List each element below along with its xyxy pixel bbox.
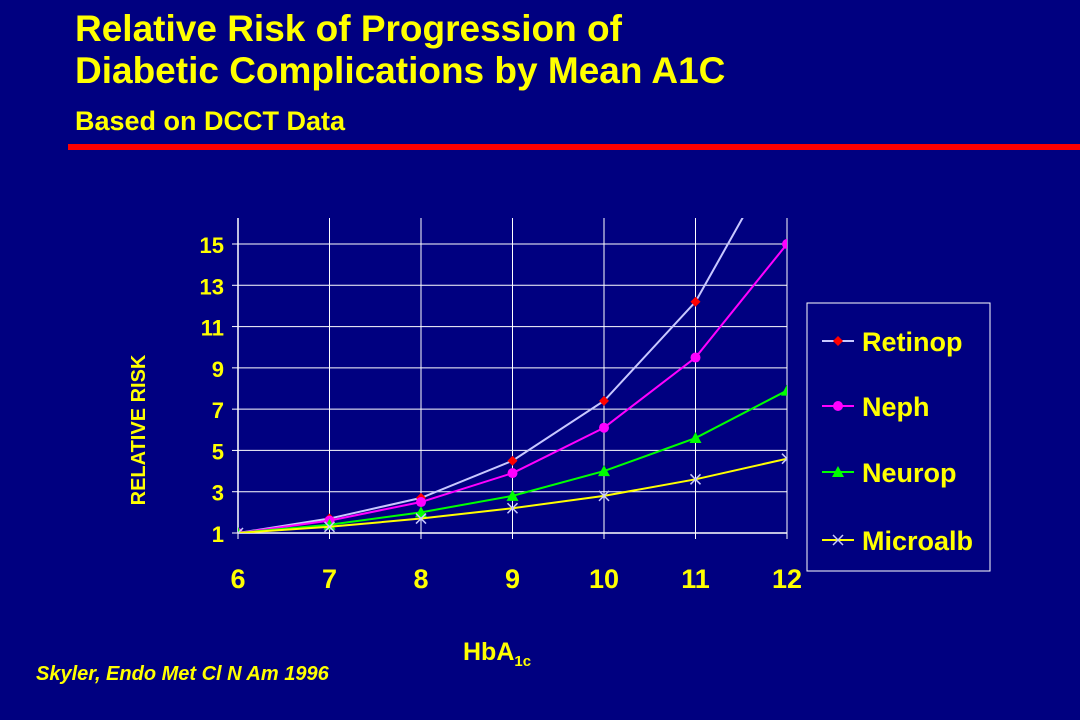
slide-title-line1: Relative Risk of Progression of	[75, 8, 622, 49]
legend-item-microalb: Microalb	[822, 526, 973, 556]
point-microalb-12-stroke-b	[781, 457, 787, 465]
slide-title: Relative Risk of Progression of Diabetic…	[75, 8, 725, 92]
y-tick-label: 13	[200, 274, 224, 299]
source-citation: Skyler, Endo Met Cl N Am 1996	[36, 663, 329, 685]
series-microalb	[238, 453, 787, 533]
point-microalb-10-stroke-b	[598, 490, 610, 502]
point-neurop-9	[506, 489, 519, 501]
point-neph-9	[507, 468, 518, 479]
legend-label-neph: Neph	[862, 392, 930, 422]
point-neurop-10	[598, 465, 610, 477]
point-microalb-12-stroke-a	[781, 453, 787, 460]
x-tick-label: 9	[505, 564, 520, 594]
y-tick-label: 9	[212, 357, 224, 382]
y-tick-label: 7	[212, 398, 224, 423]
legend-label-neurop: Neurop	[862, 458, 957, 488]
legend-marker-microalb	[832, 534, 844, 546]
point-microalb-9	[506, 502, 519, 514]
legend-marker-retinop	[833, 336, 843, 346]
y-tick-label: 5	[212, 439, 224, 464]
point-microalb-6	[238, 527, 244, 533]
x-axis-label-subscript: 1c	[514, 653, 531, 670]
slide-subtitle: Based on DCCT Data	[75, 106, 346, 136]
chart-axes	[232, 218, 788, 539]
x-tick-label: 8	[413, 564, 428, 594]
legend-marker-neph	[833, 401, 843, 411]
x-tick-label: 12	[772, 564, 802, 594]
x-axis-label: HbA1c	[463, 638, 531, 670]
legend-marker-microalb-stroke-b	[832, 534, 844, 546]
legend-box	[806, 302, 991, 572]
legend-item-retinop: Retinop	[822, 327, 963, 357]
point-microalb-10	[598, 490, 610, 502]
point-retinop-11	[690, 296, 701, 307]
point-retinop-12	[782, 134, 792, 144]
point-neurop-11	[689, 432, 702, 444]
title-divider	[68, 144, 1080, 150]
y-axis-label: RELATIVE RISK	[128, 354, 150, 505]
point-microalb-9-stroke-b	[506, 502, 519, 514]
point-microalb-6-stroke-b	[238, 527, 244, 533]
point-microalb-11	[689, 473, 702, 485]
legend-item-neurop: Neurop	[822, 458, 957, 488]
point-microalb-12	[781, 453, 787, 465]
legend-marker-neurop	[832, 466, 844, 477]
legend-label-retinop: Retinop	[862, 327, 963, 357]
chart-series	[238, 134, 792, 533]
x-tick-label: 6	[230, 564, 245, 594]
slide-title-line2: Diabetic Complications by Mean A1C	[75, 50, 726, 91]
point-neph-8	[416, 497, 426, 508]
chart-legend: Retinop Neph Neurop Microalb	[806, 302, 991, 572]
x-tick-label: 11	[681, 564, 710, 594]
point-microalb-8-stroke-b	[415, 513, 427, 525]
legend-item-neph: Neph	[822, 392, 930, 422]
point-microalb-8	[415, 513, 427, 525]
x-tick-label: 7	[322, 564, 337, 594]
point-neph-11	[690, 352, 701, 363]
x-axis-label-main: HbA	[463, 638, 514, 666]
x-tick-label: 10	[589, 564, 619, 594]
legend-label-microalb: Microalb	[862, 526, 973, 556]
y-tick-label: 11	[201, 316, 224, 341]
chart-grid	[237, 218, 788, 534]
point-neurop-12	[781, 384, 787, 396]
y-tick-label: 1	[212, 522, 224, 547]
point-microalb-7-stroke-b	[323, 521, 336, 533]
point-retinop-9	[507, 455, 518, 466]
y-tick-label: 3	[212, 481, 224, 506]
point-microalb-7	[323, 521, 336, 533]
y-tick-label: 15	[200, 233, 224, 258]
point-microalb-11-stroke-b	[689, 473, 702, 485]
point-neph-10	[599, 422, 609, 433]
point-neph-12	[782, 239, 787, 249]
point-retinop-10	[599, 395, 609, 406]
